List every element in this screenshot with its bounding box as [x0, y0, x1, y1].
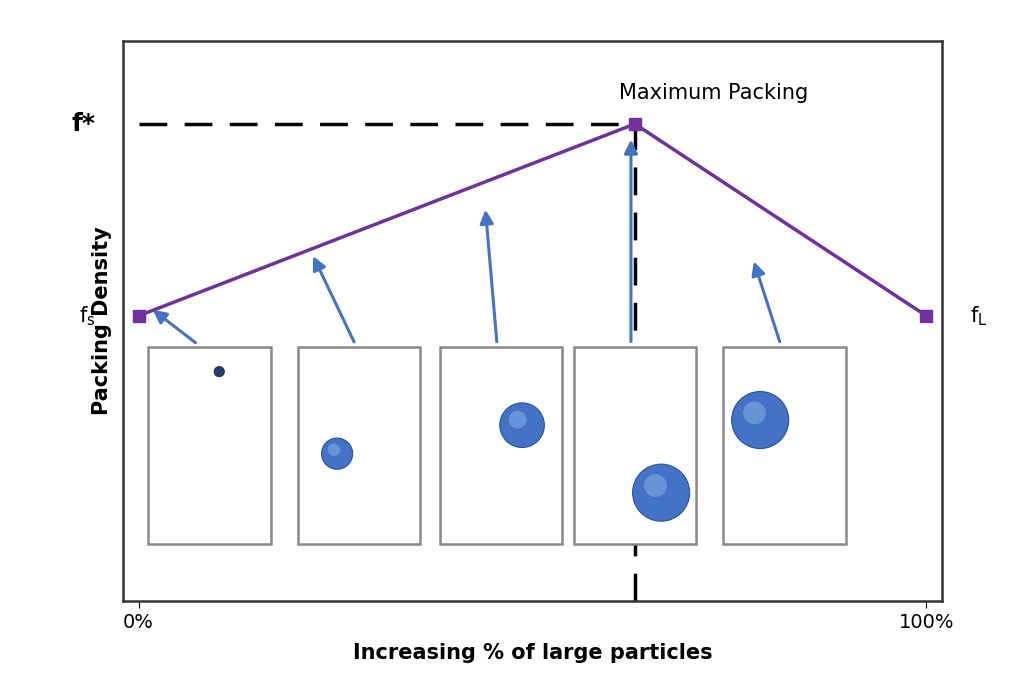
Y-axis label: Packing Density: Packing Density: [92, 227, 112, 415]
Text: Maximum Packing: Maximum Packing: [620, 83, 808, 103]
Text: f$_\mathrm{L}$: f$_\mathrm{L}$: [970, 304, 987, 328]
Bar: [440, 347, 562, 544]
Bar: [573, 347, 696, 544]
Text: f$_\mathrm{s}$: f$_\mathrm{s}$: [79, 304, 95, 328]
Ellipse shape: [214, 367, 224, 377]
Ellipse shape: [509, 410, 526, 428]
Ellipse shape: [328, 443, 340, 456]
Ellipse shape: [743, 402, 766, 424]
Ellipse shape: [500, 403, 545, 447]
Ellipse shape: [732, 391, 788, 449]
Ellipse shape: [644, 474, 667, 497]
Text: f*: f*: [72, 112, 95, 136]
Bar: [298, 347, 420, 544]
Bar: [724, 347, 846, 544]
Bar: [148, 347, 270, 544]
Ellipse shape: [322, 438, 352, 469]
Ellipse shape: [633, 464, 689, 521]
X-axis label: Increasing % of large particles: Increasing % of large particles: [352, 643, 713, 663]
